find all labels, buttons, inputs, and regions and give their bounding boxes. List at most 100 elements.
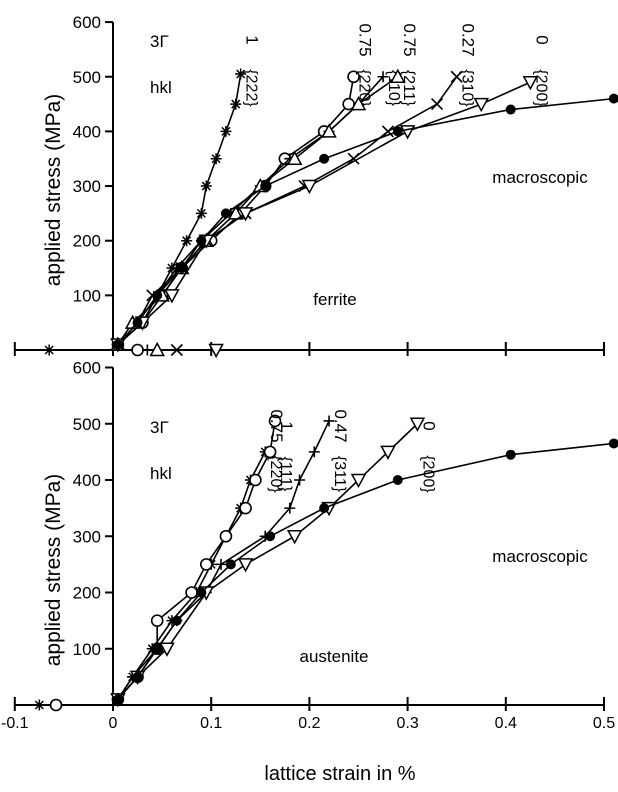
data-point bbox=[152, 643, 163, 654]
data-point bbox=[225, 559, 236, 570]
x-axis-label: lattice strain in % bbox=[264, 763, 415, 785]
x-tick-label: 0.1 bbox=[200, 715, 222, 732]
data-point bbox=[450, 70, 463, 83]
data-point bbox=[380, 445, 396, 460]
data-point bbox=[390, 68, 406, 83]
gamma-value: 0.75 bbox=[400, 23, 419, 56]
data-point bbox=[392, 475, 403, 485]
data-point bbox=[268, 414, 282, 428]
series-220: {220} bbox=[33, 446, 284, 711]
y-tick-label: 600 bbox=[73, 13, 101, 32]
unloaded-marker bbox=[33, 699, 45, 711]
gamma-value: 1 bbox=[277, 421, 296, 430]
unloaded-marker bbox=[208, 343, 224, 359]
y-tick-label: 400 bbox=[73, 122, 101, 141]
phase-label: austenite bbox=[300, 647, 369, 666]
hkl-label: {220} bbox=[267, 455, 284, 493]
gamma-row-label: 3Γ bbox=[150, 418, 169, 437]
macroscopic-label: macroscopic bbox=[492, 168, 588, 187]
data-point bbox=[196, 235, 207, 246]
x-tick-label: 0.2 bbox=[298, 715, 320, 732]
data-point bbox=[164, 289, 180, 304]
data-point bbox=[239, 501, 252, 515]
hkl-row-label: hkl bbox=[150, 464, 172, 483]
hkl-row-label: hkl bbox=[150, 78, 172, 97]
data-point bbox=[249, 473, 262, 487]
y-tick-label: 300 bbox=[73, 177, 101, 196]
data-point bbox=[286, 150, 303, 165]
data-point bbox=[181, 235, 193, 247]
data-point bbox=[505, 104, 516, 115]
data-point bbox=[196, 587, 207, 598]
data-point bbox=[286, 530, 303, 545]
data-point bbox=[176, 263, 187, 274]
hkl-label: {211} bbox=[400, 70, 417, 107]
data-point bbox=[301, 179, 318, 195]
data-point bbox=[377, 71, 389, 83]
data-point bbox=[230, 98, 242, 110]
series-macroscopic bbox=[112, 93, 618, 350]
data-point bbox=[171, 615, 182, 626]
macroscopic-label: macroscopic bbox=[492, 547, 588, 566]
data-point bbox=[308, 446, 320, 458]
unloaded-marker bbox=[131, 343, 144, 357]
x-tick-label: -0.1 bbox=[1, 715, 29, 732]
y-tick-label: 200 bbox=[73, 232, 101, 251]
data-point bbox=[392, 126, 403, 137]
y-tick-label: 600 bbox=[73, 359, 101, 378]
series-line bbox=[117, 97, 614, 346]
data-point bbox=[381, 125, 395, 138]
data-point bbox=[227, 205, 244, 220]
x-tick-label: 0 bbox=[109, 715, 118, 732]
series-310: {310} bbox=[111, 69, 476, 357]
data-point bbox=[199, 558, 213, 571]
data-point bbox=[159, 642, 175, 657]
y-tick-label: 300 bbox=[73, 527, 101, 546]
series-110: {110} bbox=[112, 70, 402, 356]
data-point bbox=[347, 152, 360, 165]
gamma-value: 0 bbox=[532, 35, 551, 44]
y-tick-label: 500 bbox=[73, 415, 101, 434]
data-point bbox=[473, 97, 490, 113]
series-line bbox=[117, 423, 418, 700]
series-line bbox=[117, 73, 242, 346]
data-point bbox=[220, 208, 231, 219]
data-point bbox=[350, 96, 367, 111]
data-point bbox=[319, 503, 330, 514]
data-point bbox=[260, 181, 271, 192]
data-point bbox=[350, 473, 367, 489]
data-point bbox=[132, 317, 143, 328]
data-point bbox=[409, 417, 426, 432]
y-tick-label: 400 bbox=[73, 471, 101, 490]
data-point bbox=[132, 671, 143, 682]
data-point bbox=[200, 180, 212, 192]
y-tick-label: 100 bbox=[73, 640, 101, 659]
data-point bbox=[112, 694, 123, 705]
data-point bbox=[215, 558, 227, 570]
series-200: {200} bbox=[110, 69, 549, 359]
hkl-label: {311} bbox=[331, 456, 348, 493]
unloaded-marker bbox=[141, 344, 153, 356]
series-line bbox=[117, 420, 330, 700]
data-point bbox=[319, 153, 330, 164]
data-point bbox=[150, 614, 164, 627]
hkl-label: {200} bbox=[532, 69, 549, 107]
phase-label: ferrite bbox=[313, 290, 356, 309]
series-line bbox=[117, 76, 458, 346]
series-macroscopic bbox=[112, 438, 618, 705]
unloaded-marker bbox=[149, 341, 165, 357]
data-point bbox=[235, 68, 247, 80]
y-axis-label: applied stress (MPa) bbox=[42, 94, 65, 287]
gamma-value: 0.75 bbox=[356, 23, 375, 56]
data-point bbox=[210, 153, 222, 165]
data-point bbox=[265, 531, 276, 542]
data-point bbox=[219, 529, 233, 543]
y-axis-label: applied stress (MPa) bbox=[42, 474, 65, 667]
y-tick-label: 500 bbox=[73, 68, 101, 87]
data-point bbox=[195, 207, 207, 219]
data-point bbox=[321, 123, 337, 138]
data-point bbox=[185, 586, 198, 599]
series-111: {111} bbox=[49, 414, 294, 712]
